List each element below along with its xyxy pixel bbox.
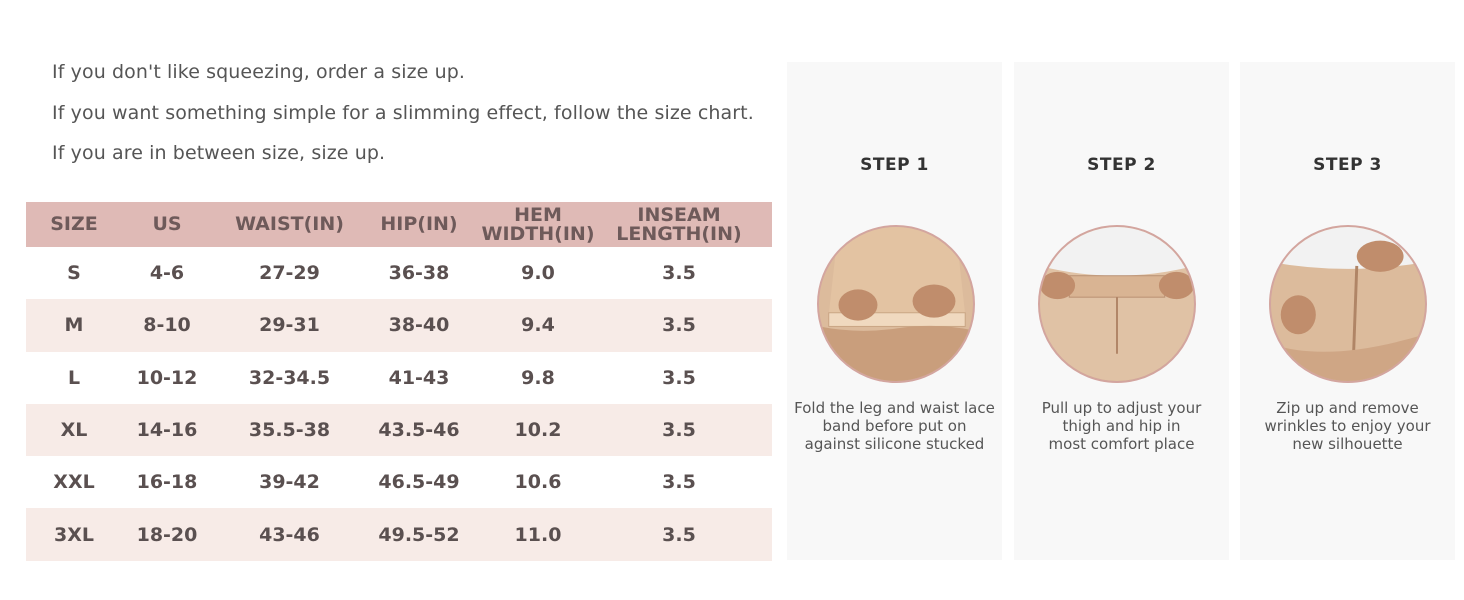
step-2-panel: STEP 2 Pull up to adjust your thigh and …: [1014, 62, 1229, 560]
desc-line: most comfort place: [1048, 435, 1195, 453]
table-row: L 10-12 32-34.5 41-43 9.8 3.5: [26, 352, 772, 404]
cell-us: 10-12: [136, 366, 198, 389]
step-title: STEP 3: [1313, 155, 1382, 175]
cell-hem-width: 9.4: [521, 314, 555, 337]
cell-size: S: [67, 262, 81, 285]
header-hip: HIP(IN): [380, 213, 458, 235]
cell-size: XXL: [53, 471, 95, 494]
cell-hem-width: 11.0: [514, 523, 562, 546]
cell-us: 8-10: [143, 314, 191, 337]
cell-hem-width: 9.8: [521, 366, 555, 389]
cell-size: XL: [60, 419, 88, 442]
tip-line: If you don't like squeezing, order a siz…: [52, 61, 466, 83]
step-description: Pull up to adjust your thigh and hip in …: [1014, 399, 1229, 453]
header-waist: WAIST(IN): [235, 213, 344, 235]
header-hem-width: HEM WIDTH(IN): [481, 203, 595, 245]
cell-waist: 29-31: [259, 314, 320, 337]
desc-line: wrinkles to enjoy your: [1264, 417, 1431, 435]
cell-hip: 38-40: [388, 314, 450, 337]
cell-inseam-length: 3.5: [662, 523, 696, 546]
cell-hip: 49.5-52: [378, 523, 460, 546]
step-description: Zip up and remove wrinkles to enjoy your…: [1240, 399, 1455, 453]
step-1-photo: [817, 225, 975, 383]
header-size: SIZE: [50, 213, 98, 235]
cell-waist: 39-42: [259, 471, 320, 494]
sizing-tips: If you don't like squeezing, order a siz…: [52, 62, 754, 184]
step-1-panel: STEP 1 Fold the leg and waist lace band …: [787, 62, 1002, 560]
tip-line: If you are in between size, size up.: [52, 142, 386, 164]
step-title: STEP 1: [860, 155, 929, 175]
size-chart-table: SIZE US WAIST(IN) HIP(IN) HEM WIDTH(IN) …: [26, 202, 772, 561]
cell-us: 4-6: [149, 262, 185, 285]
step-description: Fold the leg and waist lace band before …: [787, 399, 1002, 453]
cell-size: 3XL: [54, 523, 94, 546]
cell-hip: 43.5-46: [378, 419, 460, 442]
desc-line: thigh and hip in: [1062, 417, 1181, 435]
table-row: XL 14-16 35.5-38 43.5-46 10.2 3.5: [26, 403, 772, 457]
tip-line: If you want something simple for a slimm…: [52, 101, 754, 124]
cell-waist: 32-34.5: [248, 366, 331, 389]
cell-hip: 46.5-49: [378, 471, 460, 494]
table-header-row: SIZE US WAIST(IN) HIP(IN) HEM WIDTH(IN) …: [26, 202, 772, 247]
table-row: XXL 16-18 39-42 46.5-49 10.6 3.5: [26, 456, 772, 508]
cell-inseam-length: 3.5: [662, 262, 696, 285]
cell-waist: 35.5-38: [248, 419, 331, 442]
cell-us: 16-18: [136, 471, 198, 494]
cell-hip: 41-43: [388, 366, 450, 389]
cell-inseam-length: 3.5: [662, 366, 696, 389]
cell-size: L: [67, 366, 81, 389]
desc-line: band before put on: [822, 417, 967, 435]
cell-hem-width: 9.0: [521, 262, 555, 285]
desc-line: Pull up to adjust your: [1041, 399, 1202, 417]
cell-inseam-length: 3.5: [662, 314, 696, 337]
desc-line: Zip up and remove: [1276, 399, 1419, 417]
step-title: STEP 2: [1087, 155, 1156, 175]
cell-us: 14-16: [136, 419, 198, 442]
cell-size: M: [64, 314, 84, 337]
desc-line: against silicone stucked: [804, 435, 985, 453]
cell-us: 18-20: [136, 523, 198, 546]
step-2-photo: [1038, 225, 1196, 383]
cell-waist: 43-46: [259, 523, 320, 546]
desc-line: new silhouette: [1292, 435, 1403, 453]
step-3-photo: [1269, 225, 1427, 383]
cell-waist: 27-29: [259, 262, 320, 285]
step-3-panel: STEP 3 Zip up and remove wrinkles to enj…: [1240, 62, 1455, 560]
header-us: US: [152, 213, 182, 235]
header-inseam-length: INSEAM LENGTH(IN): [616, 203, 742, 245]
cell-inseam-length: 3.5: [662, 471, 696, 494]
cell-hem-width: 10.6: [514, 471, 562, 494]
table-row: 3XL 18-20 43-46 49.5-52 11.0 3.5: [26, 508, 772, 561]
desc-line: Fold the leg and waist lace: [794, 399, 995, 417]
cell-hip: 36-38: [388, 262, 450, 285]
cell-hem-width: 10.2: [514, 419, 562, 442]
table-row: M 8-10 29-31 38-40 9.4 3.5: [26, 299, 772, 352]
table-row: S 4-6 27-29 36-38 9.0 3.5: [26, 247, 772, 299]
cell-inseam-length: 3.5: [662, 419, 696, 442]
